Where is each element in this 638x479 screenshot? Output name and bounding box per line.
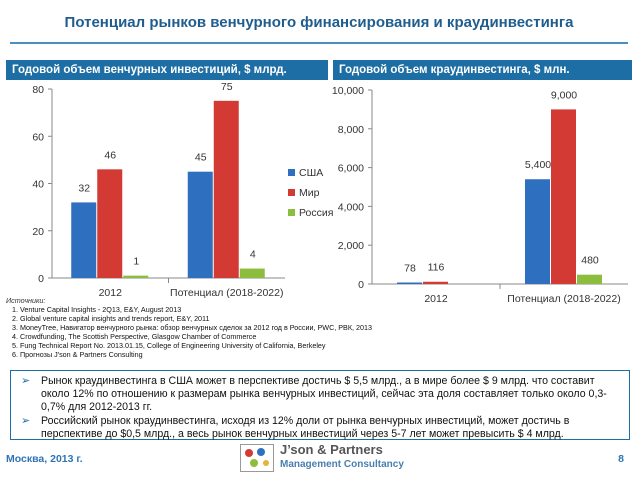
bar <box>97 169 123 278</box>
legend-label: Мир <box>299 187 320 199</box>
company-logo: J’son & Partners Management Consultancy <box>240 440 440 476</box>
logo-mark-icon <box>240 444 274 472</box>
source-item: Crowdfunding, The Scottish Perspective, … <box>20 332 446 341</box>
data-label: 78 <box>404 262 416 274</box>
conclusion-item: ➢ Рынок краудинвестинга в США может в пе… <box>19 375 621 414</box>
arrow-bullet-icon: ➢ <box>21 415 31 427</box>
y-tick-label: 20 <box>32 226 44 238</box>
bar <box>577 274 602 284</box>
y-tick-label: 0 <box>38 273 44 285</box>
source-item: Venture Capital Insights - 2Q13, E&Y, Au… <box>20 305 446 314</box>
y-tick-label: 2,000 <box>338 240 364 252</box>
x-tick-label: Потенциал (2018-2022) <box>507 293 620 305</box>
bar <box>71 202 97 278</box>
logo-name: J’son & Partners <box>280 442 383 457</box>
source-item: Fung Technical Report No. 2013.01.15, Co… <box>20 341 446 350</box>
venture-chart: 0 20 40 60 80 2012 Потенциал (2018-2022) 32 46 1 4… <box>32 81 333 299</box>
bar <box>397 282 422 284</box>
bar <box>525 179 550 284</box>
legend-label: Россия <box>299 207 333 219</box>
source-item: MoneyTree, Навигатор венчурного рынка: о… <box>20 323 446 332</box>
y-tick-label: 40 <box>32 179 44 191</box>
bar <box>551 109 576 285</box>
sources-block: Источники: Venture Capital Insights - 2Q… <box>6 296 446 359</box>
legend-swatch <box>288 169 295 176</box>
conclusion-text: Рынок краудинвестинга в США может в перс… <box>41 375 607 413</box>
y-tick-label: 10,000 <box>332 85 364 97</box>
bar <box>423 281 448 284</box>
source-item: Прогнозы J'son & Partners Consulting <box>20 350 446 359</box>
page-number: 8 <box>618 453 624 465</box>
x-tick-label: Потенциал (2018-2022) <box>170 287 283 299</box>
bar <box>123 275 149 278</box>
sources-heading: Источники: <box>6 296 46 305</box>
data-label: 9,000 <box>551 89 577 101</box>
chart1-title: Годовой объем венчурных инвестиций, $ мл… <box>6 60 328 80</box>
data-label: 32 <box>78 182 90 194</box>
bar <box>187 171 213 278</box>
y-tick-label: 8,000 <box>338 124 364 136</box>
arrow-bullet-icon: ➢ <box>21 375 31 387</box>
data-label: 75 <box>221 81 233 93</box>
x-tick-label: 2012 <box>424 293 448 305</box>
x-tick-label: 2012 <box>99 287 123 299</box>
source-item: Global venture capital insights and tren… <box>20 314 446 323</box>
chart2-title: Годовой объем краудинвестинга, $ млн. <box>333 60 632 80</box>
data-label: 480 <box>581 255 599 267</box>
conclusion-text: Российский рынок краудинвестинга, исходя… <box>41 415 570 440</box>
data-label: 1 <box>133 256 139 268</box>
footer-city: Москва, 2013 г. <box>6 453 83 465</box>
bar <box>239 268 265 278</box>
crowdinvesting-chart: 0 2,000 4,000 6,000 8,000 10,000 2012 Потенциал… <box>332 85 628 305</box>
data-label: 45 <box>195 152 207 164</box>
data-label: 5,400 <box>525 159 551 171</box>
legend-swatch <box>288 189 295 196</box>
y-tick-label: 6,000 <box>338 163 364 175</box>
sources-list: Venture Capital Insights - 2Q13, E&Y, Au… <box>6 305 446 359</box>
data-label: 46 <box>104 149 116 161</box>
title-divider <box>10 42 628 44</box>
legend-label: США <box>299 167 323 179</box>
conclusions-box: ➢ Рынок краудинвестинга в США может в пе… <box>10 370 630 440</box>
y-tick-label: 80 <box>32 84 44 96</box>
data-label: 4 <box>250 249 256 261</box>
legend-swatch <box>288 209 295 216</box>
y-tick-label: 0 <box>358 279 364 291</box>
page-title: Потенциал рынков венчурного финансирован… <box>64 14 574 31</box>
data-label: 116 <box>428 262 445 274</box>
y-tick-label: 60 <box>32 131 44 143</box>
y-tick-label: 4,000 <box>338 201 364 213</box>
logo-subtitle: Management Consultancy <box>280 459 404 470</box>
conclusion-item: ➢ Российский рынок краудинвестинга, исхо… <box>19 415 621 441</box>
bar <box>213 100 239 278</box>
